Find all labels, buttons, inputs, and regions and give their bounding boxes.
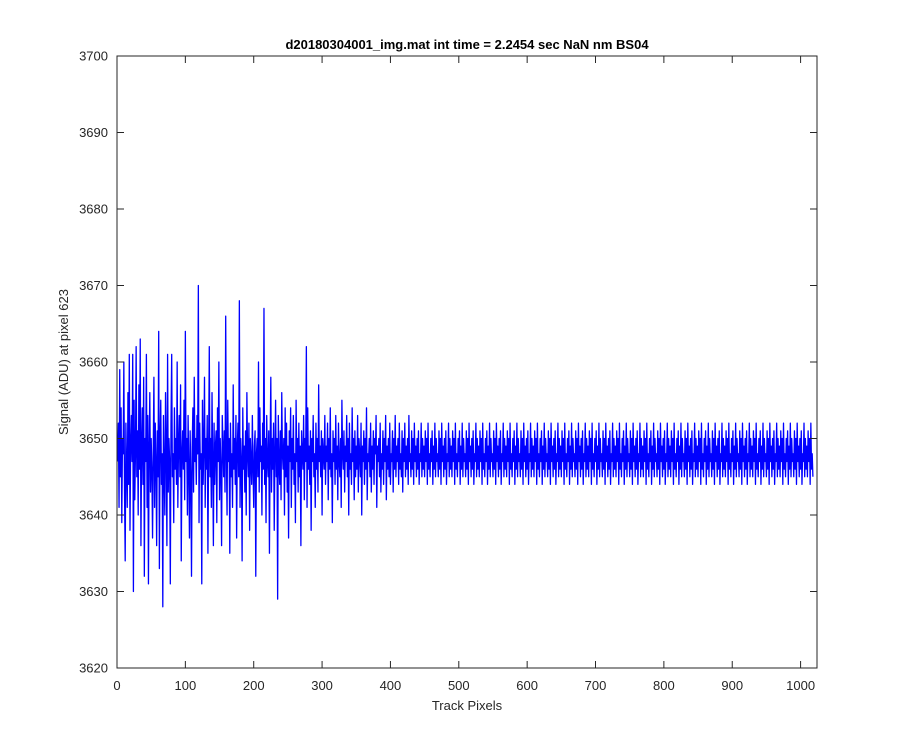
x-tick-label-400: 400: [380, 678, 402, 693]
x-tick-label-500: 500: [448, 678, 470, 693]
plot-area: [117, 56, 817, 668]
x-axis-title: Track Pixels: [432, 698, 503, 713]
y-tick-label-3660: 3660: [79, 355, 108, 370]
y-tick-label-3640: 3640: [79, 508, 108, 523]
series-line-0: [117, 284, 814, 608]
x-tick-label-300: 300: [311, 678, 333, 693]
y-tick-label-3690: 3690: [79, 125, 108, 140]
y-tick-label-3630: 3630: [79, 584, 108, 599]
series-layer: [117, 284, 814, 608]
ticks-layer: 0 100 200 300 400 500 600 700 800 900 1000 3620 3630…: [79, 49, 817, 693]
x-tick-label-200: 200: [243, 678, 265, 693]
x-tick-label-0: 0: [113, 678, 120, 693]
x-tick-label-900: 900: [721, 678, 743, 693]
y-tick-label-3650: 3650: [79, 431, 108, 446]
chart-title: d20180304001_img.mat int time = 2.2454 s…: [285, 37, 649, 52]
y-tick-label-3700: 3700: [79, 49, 108, 64]
y-tick-label-3670: 3670: [79, 278, 108, 293]
y-axis-title: Signal (ADU) at pixel 623: [56, 289, 71, 435]
x-tick-label-700: 700: [585, 678, 607, 693]
y-tick-label-3680: 3680: [79, 202, 108, 217]
x-tick-label-100: 100: [175, 678, 197, 693]
x-tick-label-1000: 1000: [786, 678, 815, 693]
x-tick-label-800: 800: [653, 678, 675, 693]
y-tick-label-3620: 3620: [79, 661, 108, 676]
x-tick-label-600: 600: [516, 678, 538, 693]
